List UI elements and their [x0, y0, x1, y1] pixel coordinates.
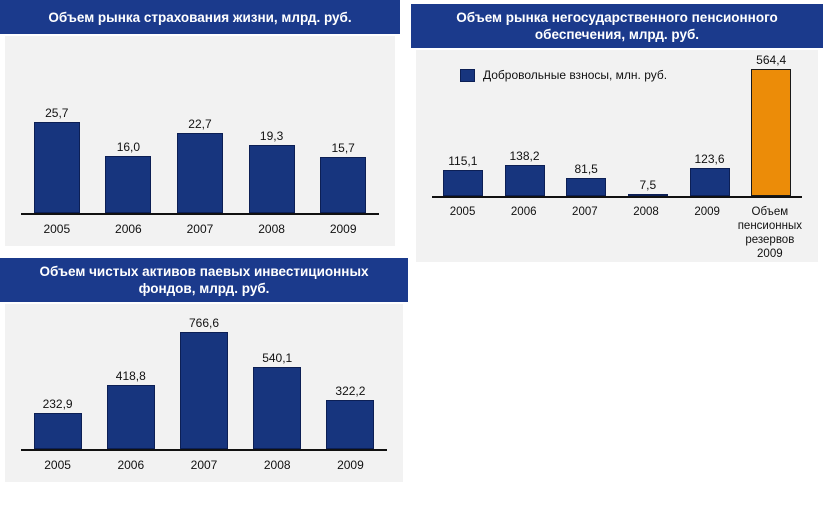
chart-title-mutual-funds: Объем чистых активов паевых инвестиционн…	[0, 258, 408, 302]
bar-value-label: 115,1	[448, 154, 478, 169]
bar-value-label: 232,9	[42, 397, 73, 412]
bar-column: 540,1	[241, 304, 314, 449]
bar	[176, 132, 223, 213]
category-label: 2007	[190, 458, 218, 472]
category-label: 2008	[263, 458, 291, 472]
bar-value-label: 16,0	[116, 140, 141, 155]
category-label: 2006	[510, 206, 537, 218]
chart-panel-life-insurance: Объем рынка страхования жизни, млрд. руб…	[0, 0, 400, 246]
bar	[180, 332, 228, 449]
bar-chart-life-insurance: 25,7 16,0 22,7 19,3 15,7 2005 2006 2007 2008 200…	[5, 36, 395, 246]
bar-value-label: 81,5	[574, 161, 598, 176]
bar	[627, 194, 668, 196]
bar-column: 766,6	[167, 304, 240, 449]
plot-area: Добровольные взносы, млн. руб. 115,1 138,…	[432, 50, 802, 198]
chart-panel-mutual-funds: Объем чистых активов паевых инвестиционн…	[0, 258, 408, 482]
bar-value-label: 138,2	[509, 148, 540, 163]
category-label: 2007	[572, 206, 598, 218]
bar-chart-pension-market: Добровольные взносы, млн. руб. 115,1 138,…	[416, 50, 818, 262]
legend-label: Добровольные взносы, млн. руб.	[483, 68, 668, 82]
bar-column: 7,5	[617, 50, 679, 196]
bar-value-label: 22,7	[188, 116, 212, 131]
bar-value-label: 15,7	[331, 141, 355, 156]
bar-column: 15,7	[307, 36, 379, 213]
category-label: 2005	[44, 458, 71, 472]
bar-column: 19,3	[236, 36, 308, 213]
plot-area: 232,9 418,8 766,6 540,1 322,2	[21, 304, 387, 451]
category-label: 2008	[633, 206, 659, 218]
legend-swatch-icon	[460, 68, 475, 82]
bar	[253, 366, 302, 449]
bar-column: 25,7	[21, 36, 93, 213]
chart-body-life-insurance: 25,7 16,0 22,7 19,3 15,7 2005 2006 2007 2008 200…	[5, 36, 395, 246]
bar-value-label: 564,4	[756, 53, 787, 68]
bar-column: 115,1	[432, 50, 494, 196]
bar-value-label: 123,6	[694, 152, 725, 167]
bar-column: 322,2	[314, 304, 387, 449]
category-label: 2005	[449, 206, 476, 218]
chart-body-pension-market: Добровольные взносы, млн. руб. 115,1 138,…	[416, 50, 818, 262]
bar	[320, 157, 367, 213]
chart-panel-pension-market: Объем рынка негосударственного пенсионно…	[411, 4, 823, 262]
category-label: 2006	[115, 222, 142, 236]
category-label: Объем пенсионных резервов 2009	[737, 206, 802, 260]
bar	[248, 144, 295, 213]
bar	[566, 177, 607, 196]
category-label: 2006	[117, 458, 145, 472]
bar	[504, 164, 545, 196]
bar-chart-mutual-funds: 232,9 418,8 766,6 540,1 322,2 2005 2006 2007 20…	[5, 304, 403, 482]
chart-title-pension-market: Объем рынка негосударственного пенсионно…	[411, 4, 823, 48]
x-axis-labels: 2005 2006 2007 2008 2009	[21, 451, 387, 482]
category-label: 2008	[258, 222, 285, 236]
bar-value-label: 25,7	[45, 106, 69, 121]
category-label: 2005	[43, 222, 71, 236]
x-axis-labels: 2005 2006 2007 2008 2009 Объем пенсионных рез…	[432, 198, 802, 262]
plot-area: 25,7 16,0 22,7 19,3 15,7	[21, 36, 379, 215]
bar	[442, 170, 483, 196]
chart-legend: Добровольные взносы, млн. руб.	[460, 68, 667, 82]
bar	[33, 413, 82, 449]
bar-column: 418,8	[94, 304, 167, 449]
bar-value-label: 322,2	[335, 383, 366, 398]
bar	[105, 156, 152, 213]
bar-value-label: 7,5	[639, 178, 657, 192]
bar-column: 232,9	[21, 304, 94, 449]
bar-value-label: 540,1	[262, 350, 293, 365]
bar-column: 123,6	[679, 50, 741, 196]
bar-column: 16,0	[93, 36, 165, 213]
bar	[33, 122, 80, 213]
chart-body-mutual-funds: 232,9 418,8 766,6 540,1 322,2 2005 2006 2007 20…	[5, 304, 403, 482]
category-label: 2009	[337, 458, 364, 472]
category-label: 2009	[329, 222, 357, 236]
bar-value-label: 766,6	[188, 316, 220, 330]
x-axis-labels: 2005 2006 2007 2008 2009	[21, 215, 379, 246]
category-label: 2009	[694, 206, 720, 218]
bar-column: 138,2	[494, 50, 556, 196]
bar-value-label: 19,3	[259, 128, 284, 143]
bar	[689, 168, 730, 196]
chart-title-life-insurance: Объем рынка страхования жизни, млрд. руб…	[0, 0, 400, 34]
bar-column: 564,4	[740, 50, 802, 196]
category-label: 2007	[186, 222, 214, 236]
bar	[751, 69, 792, 196]
bar-column: 22,7	[164, 36, 236, 213]
bar	[326, 399, 375, 449]
bar-column: 81,5	[555, 50, 617, 196]
bar	[106, 385, 155, 449]
bar-value-label: 418,8	[115, 369, 146, 384]
